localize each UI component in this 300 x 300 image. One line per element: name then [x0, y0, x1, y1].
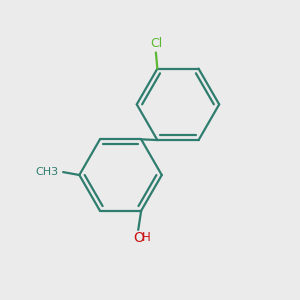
Text: CH3: CH3 [36, 167, 59, 177]
Text: O: O [133, 231, 144, 245]
Text: H: H [142, 231, 151, 244]
Text: Cl: Cl [150, 37, 162, 50]
